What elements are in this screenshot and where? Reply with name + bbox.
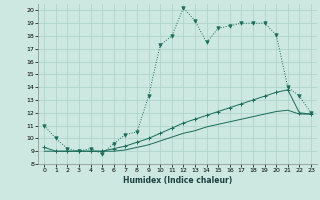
X-axis label: Humidex (Indice chaleur): Humidex (Indice chaleur)	[123, 176, 232, 185]
